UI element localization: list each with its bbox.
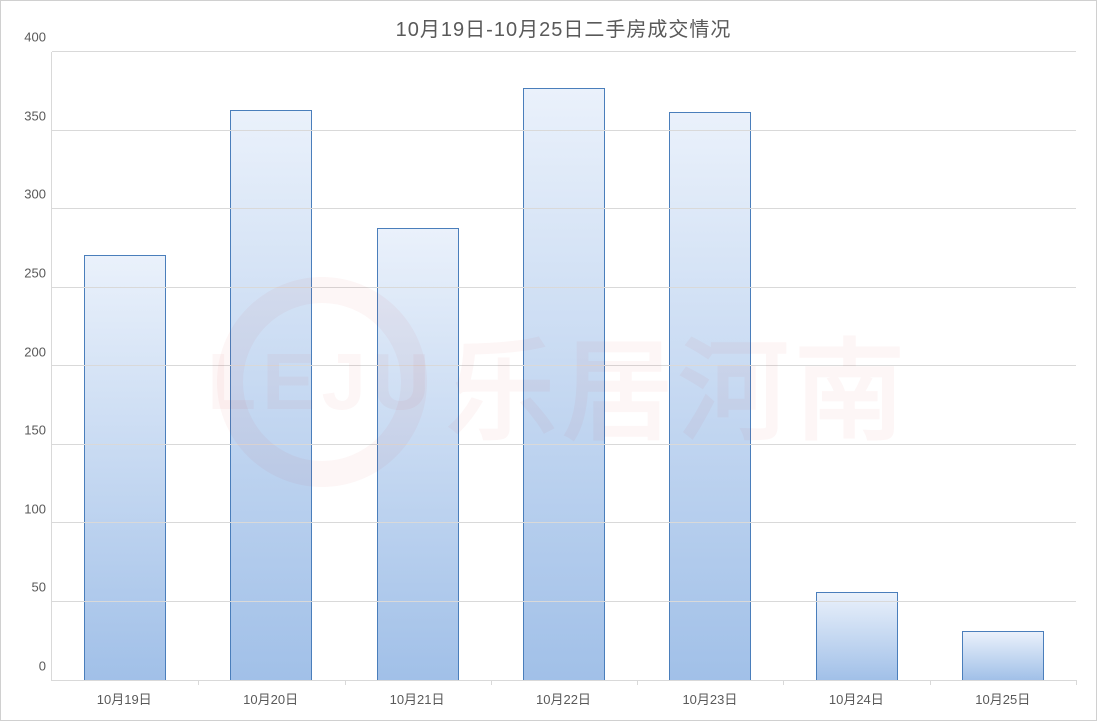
plot-area <box>51 52 1076 681</box>
x-label: 10月21日 <box>344 681 490 711</box>
y-tick-label: 100 <box>11 501 46 516</box>
plot-wrapper: LEJU 乐居河南 050100150200250300350400 10月19… <box>51 52 1076 711</box>
bar <box>377 228 459 680</box>
x-label: 10月23日 <box>637 681 783 711</box>
bar <box>962 631 1044 680</box>
x-tick-mark <box>1076 680 1077 685</box>
y-tick-label: 0 <box>11 659 46 674</box>
gridline <box>52 365 1076 366</box>
gridline <box>52 208 1076 209</box>
y-axis: 050100150200250300350400 <box>11 52 46 681</box>
bar <box>84 255 166 680</box>
x-label: 10月22日 <box>490 681 636 711</box>
gridline <box>52 444 1076 445</box>
bar-slot <box>930 52 1076 680</box>
chart-container: 10月19日-10月25日二手房成交情况 LEJU 乐居河南 050100150… <box>1 1 1096 720</box>
bars-layer <box>52 52 1076 680</box>
x-label: 10月20日 <box>197 681 343 711</box>
chart-title: 10月19日-10月25日二手房成交情况 <box>51 13 1076 42</box>
gridline <box>52 130 1076 131</box>
x-axis: 10月19日10月20日10月21日10月22日10月23日10月24日10月2… <box>51 681 1076 711</box>
y-tick-label: 150 <box>11 423 46 438</box>
x-label: 10月19日 <box>51 681 197 711</box>
gridline <box>52 287 1076 288</box>
bar-slot <box>783 52 929 680</box>
y-tick-label: 50 <box>11 580 46 595</box>
y-tick-label: 300 <box>11 187 46 202</box>
gridline <box>52 601 1076 602</box>
y-tick-label: 250 <box>11 265 46 280</box>
bar-slot <box>637 52 783 680</box>
bar-slot <box>52 52 198 680</box>
bar-slot <box>491 52 637 680</box>
bar <box>816 592 898 680</box>
bar <box>230 110 312 680</box>
y-tick-label: 200 <box>11 344 46 359</box>
y-tick-label: 400 <box>11 30 46 45</box>
bar <box>523 88 605 680</box>
gridline <box>52 51 1076 52</box>
bar-slot <box>198 52 344 680</box>
bar <box>669 112 751 680</box>
bar-slot <box>345 52 491 680</box>
y-tick-label: 350 <box>11 108 46 123</box>
x-label: 10月25日 <box>930 681 1076 711</box>
gridline <box>52 522 1076 523</box>
x-label: 10月24日 <box>783 681 929 711</box>
